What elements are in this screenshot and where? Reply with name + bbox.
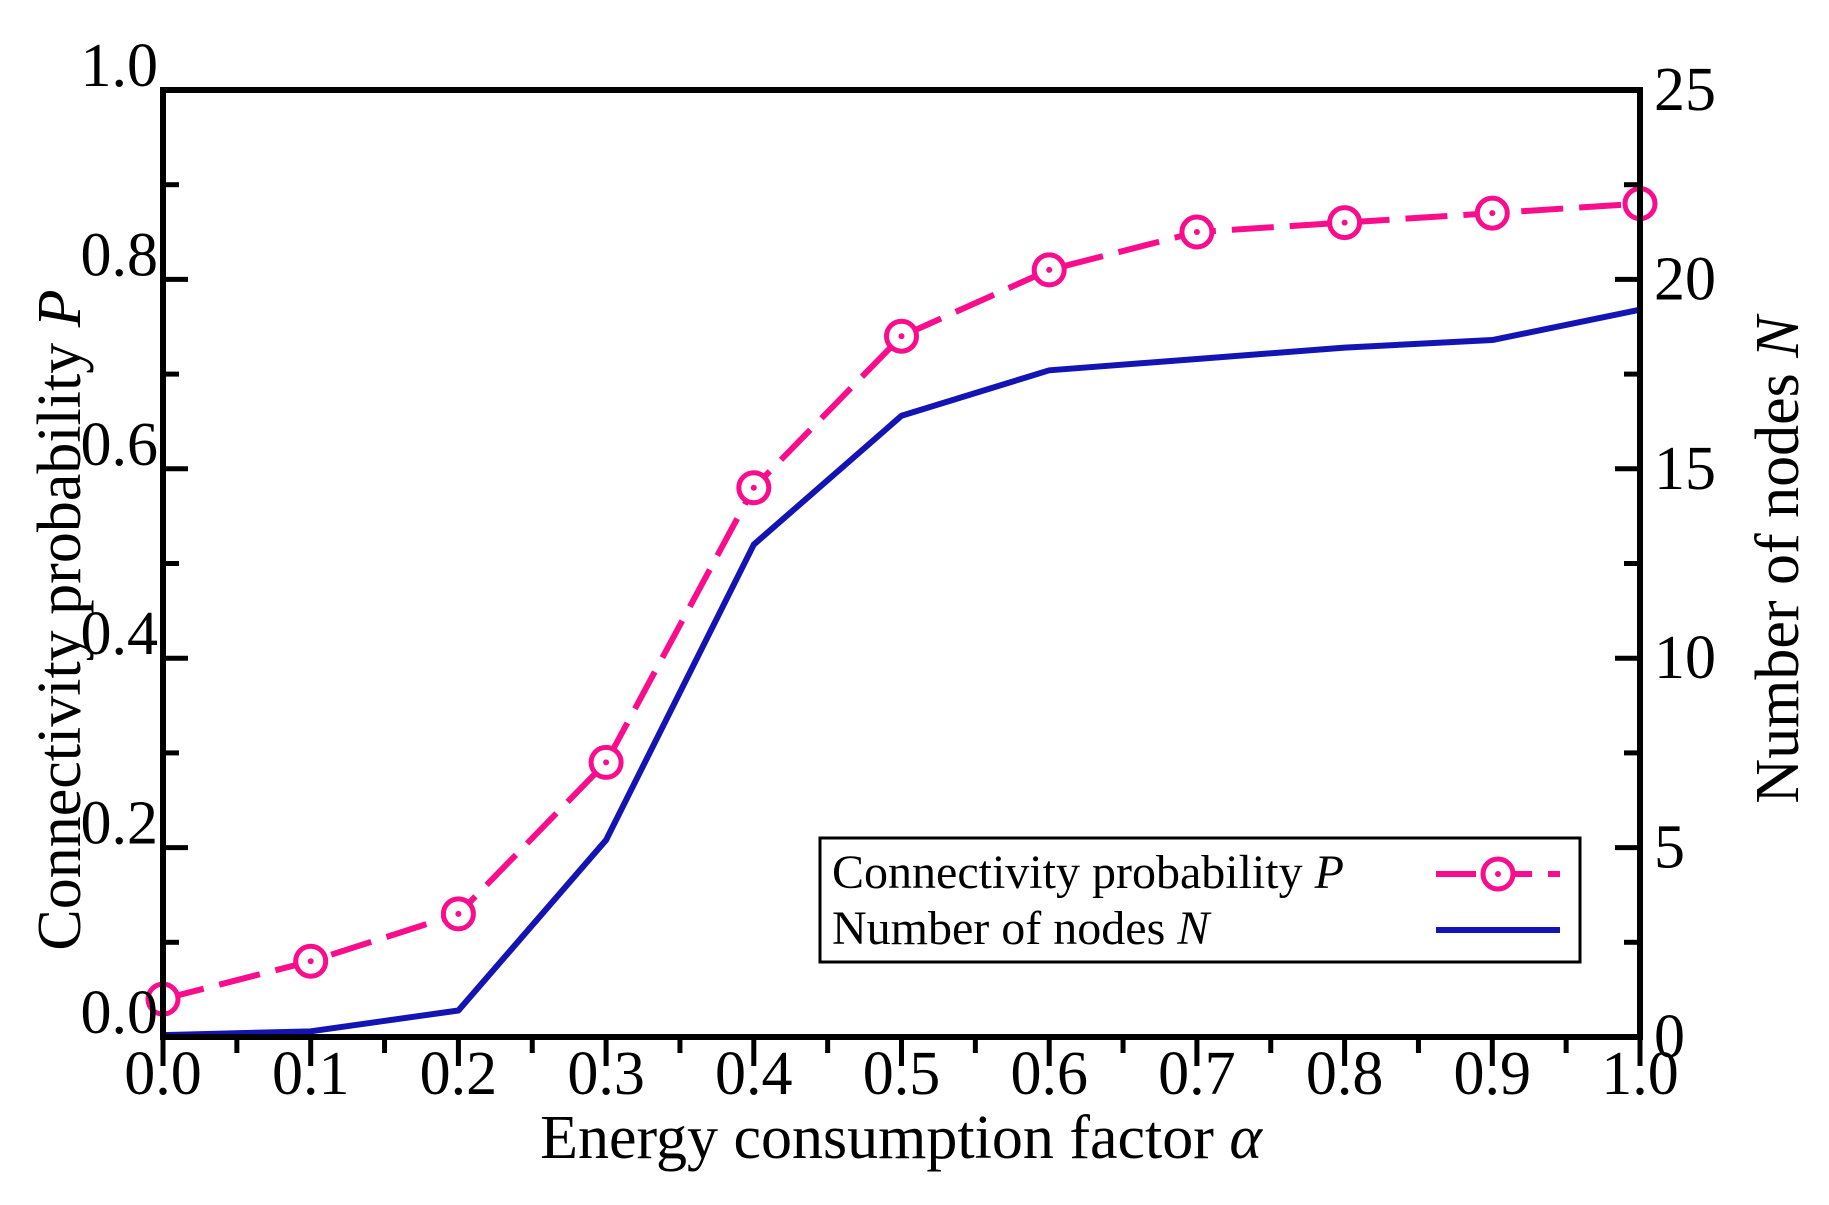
marker-dot bbox=[750, 484, 757, 491]
x-tick-label: 0.2 bbox=[420, 1040, 498, 1108]
legend-entry-p: Connectivity probability P bbox=[832, 846, 1344, 899]
axes-frame-layer bbox=[160, 87, 1643, 1040]
right-axis-title-symbol: N bbox=[1744, 313, 1812, 359]
y-left-tick-label: 0.6 bbox=[81, 411, 159, 479]
legend: Connectivity probability P Number of nod… bbox=[818, 836, 1582, 964]
y-left-tick-label: 1.0 bbox=[81, 32, 159, 100]
marker-dot bbox=[307, 958, 314, 965]
series-line-probability bbox=[162, 200, 1641, 1003]
x-tick-label: 0.3 bbox=[567, 1040, 645, 1108]
y-left-tick-label: 0.0 bbox=[81, 979, 159, 1047]
left-axis-title: Connectivity probability P bbox=[26, 289, 94, 950]
right-axis-title: Number of nodes N bbox=[1744, 313, 1812, 804]
y-right-tick-label: 25 bbox=[1654, 56, 1716, 124]
x-axis-title-symbol: α bbox=[1229, 1104, 1263, 1172]
marker-dot bbox=[1193, 229, 1200, 236]
y-right-tick-label: 5 bbox=[1654, 814, 1685, 882]
series-layer bbox=[145, 186, 1658, 1039]
legend-border bbox=[818, 836, 1582, 964]
x-tick-label: 0.5 bbox=[863, 1040, 941, 1108]
x-tick-label: 0.9 bbox=[1454, 1040, 1532, 1108]
y-left-tick-label: 0.4 bbox=[81, 600, 159, 668]
plot-border bbox=[160, 87, 1643, 1040]
y-right-tick-label: 20 bbox=[1654, 245, 1716, 313]
y-right-tick-label: 10 bbox=[1654, 624, 1716, 692]
x-tick-label: 0.1 bbox=[272, 1040, 350, 1108]
left-axis-title-symbol: P bbox=[26, 289, 94, 328]
marker-dot bbox=[603, 759, 610, 766]
marker-dot bbox=[455, 910, 462, 917]
ticks-layer: 0.0 0.1 0.2 0.3 0.4 0.5 0.6 0.7 0.8 0.9 1.0 0.0 0.2 0… bbox=[81, 32, 1717, 1108]
marker-dot bbox=[1489, 210, 1496, 217]
legend-samples bbox=[1436, 856, 1560, 933]
x-tick-label: 0.4 bbox=[715, 1040, 793, 1108]
x-tick-label: 0.7 bbox=[1158, 1040, 1236, 1108]
series-line-nodes bbox=[162, 306, 1641, 1039]
marker-dot bbox=[1341, 219, 1348, 226]
y-left-tick-label: 0.2 bbox=[81, 790, 159, 858]
x-tick-label: 0.6 bbox=[1010, 1040, 1088, 1108]
x-tick-label: 1.0 bbox=[1601, 1040, 1679, 1108]
x-tick-label: 0.8 bbox=[1306, 1040, 1384, 1108]
y-right-tick-label: 0 bbox=[1654, 1003, 1685, 1071]
marker-dot bbox=[1046, 266, 1053, 273]
x-tick-label: 0.0 bbox=[124, 1040, 202, 1108]
legend-sample-marker-dot bbox=[1495, 871, 1501, 877]
y-right-tick-label: 15 bbox=[1654, 435, 1716, 503]
legend-entry-n: Number of nodes N bbox=[832, 902, 1212, 955]
x-axis-title: Energy consumption factor α bbox=[540, 1104, 1263, 1172]
y-left-tick-label: 0.8 bbox=[81, 221, 159, 289]
marker-dot bbox=[898, 333, 905, 340]
